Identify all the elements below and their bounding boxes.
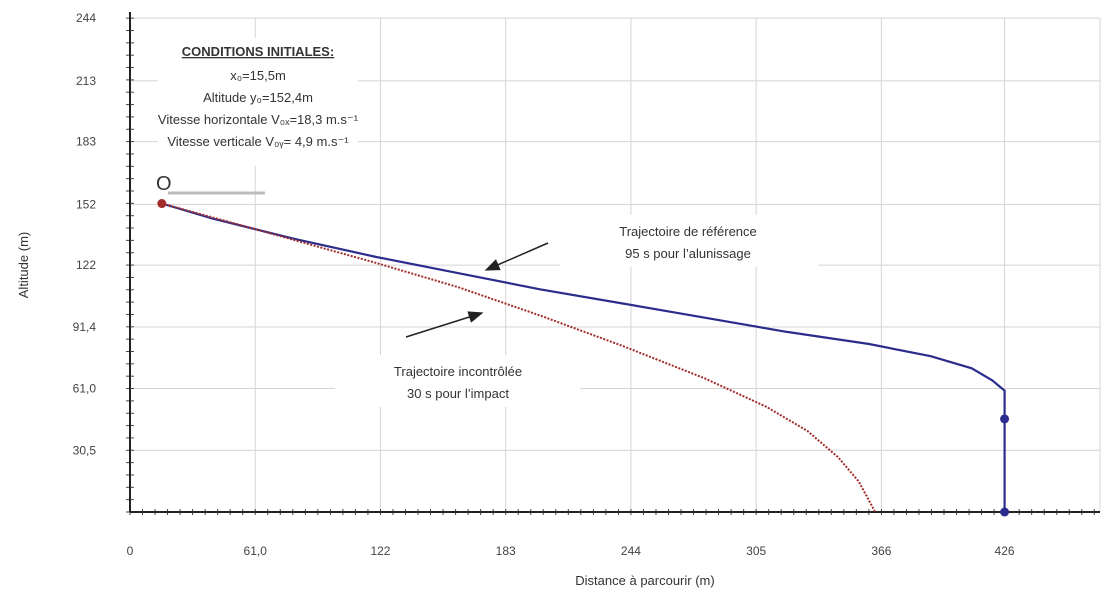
- y-tick-label: 91,4: [73, 320, 97, 334]
- series-group: O: [156, 173, 1010, 517]
- y-tick-label: 30,5: [73, 443, 97, 457]
- x-tick-label: 0: [127, 544, 134, 558]
- annotations: Trajectoire de référence 95 s pour l’alun…: [335, 215, 818, 407]
- y-tick-label: 61,0: [73, 382, 97, 396]
- reference-trajectory-line: [161, 202, 1006, 512]
- conditions-line: Vitesse verticale V₀ᵧ= 4,9 m.s⁻¹: [167, 134, 349, 149]
- axes: 0 61,0 122 183 244 305 366 426 30,5 61,0 91,4 122 15…: [16, 11, 1100, 588]
- origin-label: O: [156, 173, 172, 195]
- y-axis-label: Altitude (m): [16, 232, 31, 298]
- initial-conditions-box: CONDITIONS INITIALES: x₀=15,5m Altitude y₀…: [158, 38, 359, 166]
- reference-point-marker: [1000, 414, 1010, 424]
- uncontrolled-trajectory-line: [161, 202, 877, 513]
- reference-annotation-text: 95 s pour l’alunissage: [625, 246, 751, 261]
- x-axis-label: Distance à parcourir (m): [575, 573, 714, 588]
- origin-point-marker: [157, 199, 167, 209]
- conditions-title: CONDITIONS INITIALES:: [182, 44, 334, 59]
- reference-annotation-text: Trajectoire de référence: [619, 224, 757, 239]
- conditions-background: [158, 38, 358, 166]
- x-tick-label: 305: [746, 544, 766, 558]
- y-tick-label: 152: [76, 197, 96, 211]
- uncontrolled-annotation-text: 30 s pour l’impact: [407, 386, 509, 401]
- y-tick-label: 183: [76, 135, 96, 149]
- x-tick-label: 61,0: [244, 544, 268, 558]
- y-tick-label: 122: [76, 258, 96, 272]
- reference-annotation-box: [560, 215, 818, 267]
- reference-point-marker: [1000, 507, 1010, 517]
- y-tick-label: 213: [76, 74, 96, 88]
- reference-arrow: [484, 242, 549, 271]
- grid-lines: [130, 17, 1101, 512]
- x-tick-label: 122: [370, 544, 390, 558]
- x-tick-label: 426: [995, 544, 1015, 558]
- x-tick-label: 183: [496, 544, 516, 558]
- uncontrolled-annotation-box: [335, 355, 580, 407]
- conditions-line: x₀=15,5m: [230, 68, 286, 83]
- conditions-line: Vitesse horizontale V₀ₓ=18,3 m.s⁻¹: [158, 112, 359, 127]
- x-tick-label: 244: [621, 544, 641, 558]
- uncontrolled-arrow: [405, 311, 484, 338]
- conditions-line: Altitude y₀=152,4m: [203, 90, 313, 105]
- x-tick-label: 366: [871, 544, 891, 558]
- uncontrolled-annotation-text: Trajectoire incontrôlée: [394, 364, 522, 379]
- y-tick-label: 244: [76, 11, 96, 25]
